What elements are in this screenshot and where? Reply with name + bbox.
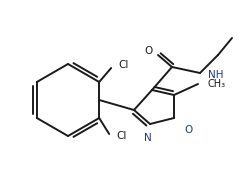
Text: CH₃: CH₃: [207, 79, 225, 89]
Text: Cl: Cl: [118, 60, 129, 70]
Text: O: O: [145, 46, 153, 56]
Text: O: O: [184, 125, 192, 135]
Text: NH: NH: [208, 70, 224, 80]
Text: Cl: Cl: [116, 131, 126, 141]
Text: N: N: [144, 133, 152, 143]
